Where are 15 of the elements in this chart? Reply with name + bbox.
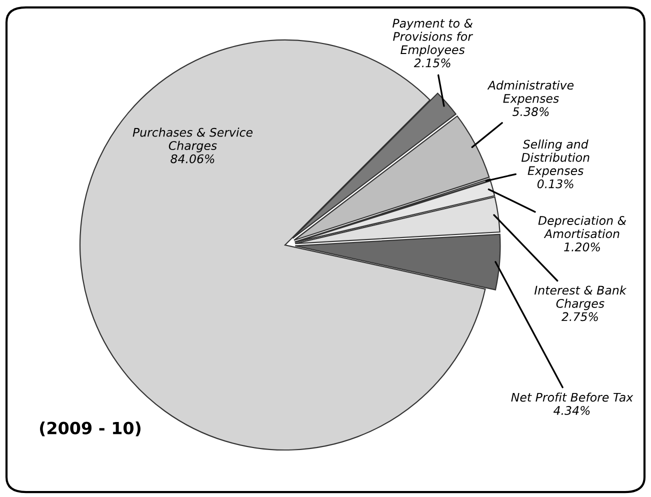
slice-label: Selling and Distribution Expenses — [521, 140, 590, 178]
data-label: 1.20% — [564, 242, 600, 252]
data-label: 2.15% — [414, 58, 450, 68]
slice-label: Net Profit Before Tax — [511, 392, 634, 402]
data-label: 2.75% — [561, 312, 598, 322]
slice-label: Interest & Bank Charges — [534, 286, 627, 310]
slice-label: Purchases & Service Charges — [132, 128, 253, 152]
data-label: 84.06% — [170, 154, 214, 164]
data-label: 0.13% — [537, 179, 574, 188]
slice-label: Administrative Expenses — [487, 80, 574, 106]
slice-label: Payment to & Provisions for Employees — [392, 18, 474, 56]
text: (2009 - 10) — [40, 421, 140, 436]
slice-label: Depreciation & Amortisation — [538, 216, 626, 238]
data-label: 5.38% — [512, 107, 549, 116]
data-label: 4.34% — [553, 406, 590, 415]
